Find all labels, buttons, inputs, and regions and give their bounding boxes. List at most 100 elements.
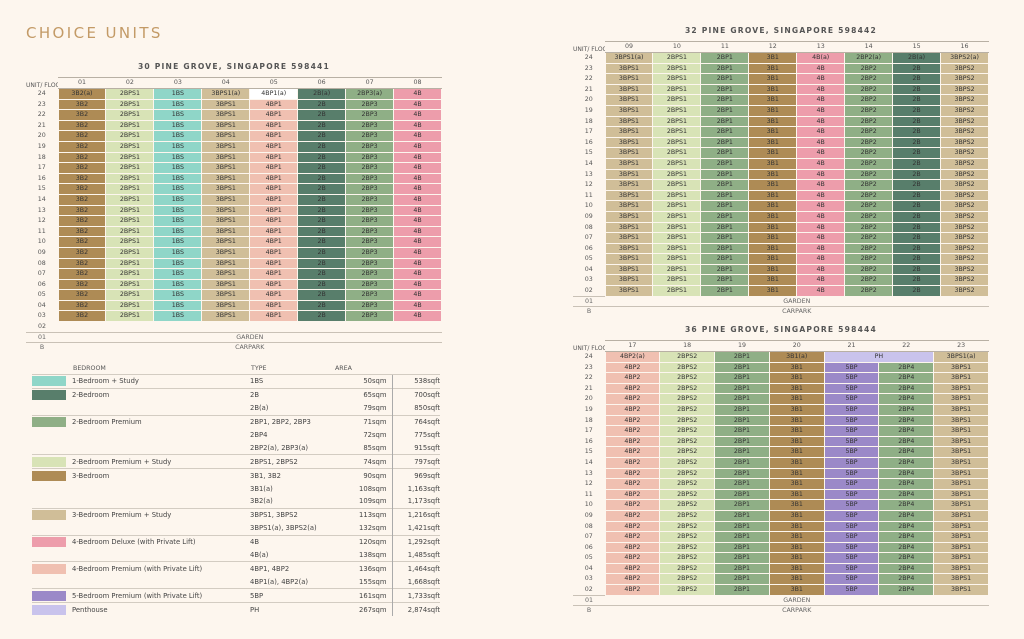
unit-cell: 1BS: [153, 257, 203, 270]
unit-cell: 2BPS2: [659, 509, 716, 522]
unit-cell: 2B: [297, 310, 347, 323]
unit-cell: 2BP4: [878, 361, 935, 374]
legend-area-sqft: 1,464sqft: [391, 561, 441, 576]
unit-cell: 5BP: [823, 414, 880, 427]
unit-cell: 2BPS2: [659, 446, 716, 458]
floor-row: 23 3B2 2BPS1 1BS 3BPS1 4BP1 2B 2BP3 4B: [26, 98, 442, 111]
unit-cell: 2BPS1: [652, 210, 702, 223]
unit-cell: 2BP4: [878, 372, 935, 384]
unit-cell: 3BPS1: [201, 193, 251, 206]
unit-cell: 3BPS2: [940, 232, 989, 244]
unit-cell: 2BP4: [878, 573, 935, 586]
floor-row: 18 3B2 2BPS1 1BS 3BPS1 4BP1 2B 2BP3 4B: [26, 151, 442, 164]
unit-cell: 4B: [796, 83, 846, 96]
floor-row: 24 3BPS1(a) 2BPS1 2BP1 3B1 4B(a) 2BP2(a) 2B(a) 3…: [573, 52, 989, 64]
unit-header: 09: [605, 41, 653, 53]
unit-cell: 2B: [297, 98, 347, 111]
unit-cell: 1BS: [153, 310, 203, 323]
unit-cell: 2BPS1: [105, 193, 155, 206]
legend-swatch: [32, 537, 66, 548]
unit-cell: 2BP2: [844, 200, 894, 212]
block-title: 30 PINE GROVE, SINGAPORE 598441: [137, 62, 331, 71]
legend-type: 3B1, 3B2: [250, 468, 334, 483]
floor-row: 14 4BP2 2BPS2 2BP1 3B1 5BP 2BP4 3BPS1: [573, 456, 989, 469]
unit-cell: 3BPS2: [940, 94, 989, 106]
unit-cell: 2BPS2: [659, 541, 716, 554]
unit-cell: 2B: [892, 242, 942, 255]
unit-cell: 4B: [393, 162, 442, 174]
unit-cell: 2B: [892, 253, 942, 265]
unit-cell: 2BPS2: [659, 562, 716, 575]
unit-cell: 2BPS2: [659, 456, 716, 469]
unit-cell: 2BPS1: [105, 236, 155, 248]
unit-cell: 4B: [796, 200, 846, 212]
floor-label: 02: [584, 286, 593, 294]
unit-cell: 4BP2: [604, 414, 661, 427]
legend-bedroom-name: 3-Bedroom: [72, 471, 110, 480]
legend-area-sqm: 109sqm: [359, 497, 387, 506]
legend-type: 5BP: [250, 588, 334, 603]
unit-header: 20: [769, 340, 825, 352]
legend-type: 2BP4: [250, 431, 268, 439]
legend-header-area: AREA: [335, 364, 352, 372]
unit-cell: 4B: [393, 204, 442, 217]
unit-cell: 1BS: [153, 268, 203, 280]
unit-cell: 3B1: [748, 253, 798, 265]
unit-cell: 3BPS1: [604, 179, 654, 191]
unit-cell: 2BP2: [844, 62, 894, 75]
unit-cell: 2BPS1: [105, 246, 155, 259]
unit-cell: 2BP4: [878, 520, 935, 533]
legend-area-sqm: 120sqm: [334, 534, 392, 549]
unit-cell: 2BP1: [700, 232, 750, 244]
unit-cell: 2BP1: [700, 52, 750, 64]
unit-cell: 3BPS1: [933, 562, 989, 575]
unit-cell: 4B: [796, 62, 846, 75]
floor-label: 17: [584, 128, 593, 136]
unit-cell: 4BP2(a): [604, 351, 661, 363]
unit-cell: 2B: [297, 183, 347, 195]
unit-cell: 3B1(a): [768, 351, 825, 363]
unit-cell: 3BPS1: [933, 361, 989, 374]
unit-cell: 1BS: [153, 88, 203, 100]
unit-cell: 3B2: [57, 278, 107, 291]
unit-cell: 2B: [892, 200, 942, 212]
unit-cell: 3BPS1: [201, 289, 251, 301]
unit-cell: 4BP2: [604, 520, 661, 533]
legend-area-sqm: 132sqm: [359, 524, 387, 533]
floor-row: 17 4BP2 2BPS2 2BP1 3B1 5BP 2BP4 3BPS1: [573, 425, 989, 437]
unit-cell: 2BP2: [844, 221, 894, 234]
legend-area-sqft: 1,421sqft: [391, 521, 441, 536]
unit-cell: 2BP1: [714, 552, 770, 564]
unit-cell: 4B: [393, 119, 442, 132]
unit-cell: 2BP1: [714, 351, 770, 363]
unit-cell: 5BP: [823, 403, 880, 416]
unit-cell: 4BP1: [249, 98, 299, 111]
legend-type: 4BP1(a), 4BP2(a): [250, 577, 309, 586]
floor-label: 07: [584, 234, 593, 242]
unit-cell: 4B: [796, 210, 846, 223]
floor-label: 11: [584, 490, 593, 498]
unit-cell: 2BP2: [844, 157, 894, 170]
unit-cell: 3BPS1: [201, 236, 251, 248]
unit-cell: 2BP3: [345, 257, 395, 270]
unit-header: 16: [940, 41, 989, 53]
floor-label: 22: [584, 374, 593, 382]
unit-cell: 2BP1: [700, 115, 750, 128]
unit-cell: 2B: [297, 172, 347, 185]
unit-cell: 5BP: [823, 499, 880, 511]
unit-cell: 2BP2: [844, 189, 894, 202]
unit-cell: 2BP4: [878, 478, 935, 490]
unit-cell: 3BPS1: [933, 478, 989, 490]
unit-cell: 2BP4: [878, 393, 935, 405]
floor-label: 14: [37, 195, 46, 203]
floor-label: 18: [584, 117, 593, 125]
floor-label: 19: [37, 142, 46, 150]
unit-cell: 3BPS1: [933, 446, 989, 458]
unit-cell: 2BPS1: [105, 151, 155, 164]
unit-cell: 4BP1: [249, 268, 299, 280]
floor-row: 15 4BP2 2BPS2 2BP1 3B1 5BP 2BP4 3BPS1: [573, 446, 989, 458]
block-32-pine-grove: 32 PINE GROVE, SINGAPORE 598442 UNIT/ FLO…: [573, 26, 989, 317]
unit-cell: 3B1: [768, 488, 825, 501]
unit-cell: 3B1: [768, 552, 825, 564]
unit-cell: 3BPS2: [940, 200, 989, 212]
